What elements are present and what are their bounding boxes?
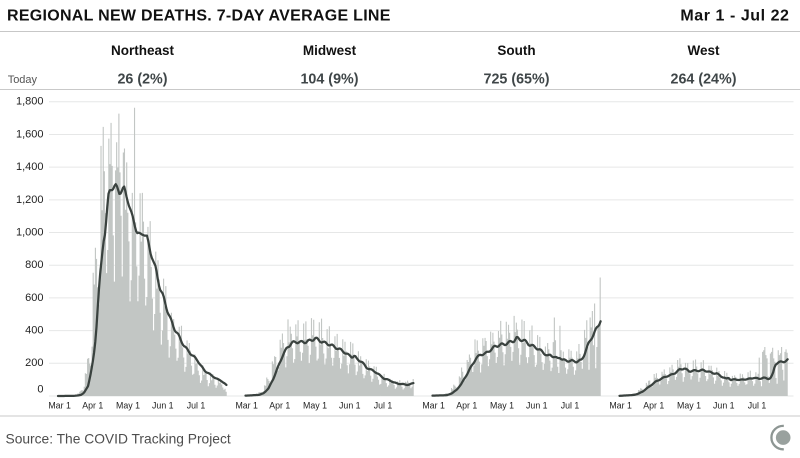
svg-text:Northeast: Northeast xyxy=(111,43,175,58)
svg-text:1,600: 1,600 xyxy=(16,128,44,140)
svg-text:104 (9%): 104 (9%) xyxy=(300,72,358,88)
svg-text:May 1: May 1 xyxy=(490,401,514,411)
svg-text:Apr 1: Apr 1 xyxy=(643,401,664,411)
svg-text:0: 0 xyxy=(37,383,43,395)
svg-text:1,400: 1,400 xyxy=(16,161,44,173)
svg-text:1,800: 1,800 xyxy=(16,96,44,108)
svg-text:Midwest: Midwest xyxy=(303,43,357,58)
svg-text:Today: Today xyxy=(8,74,38,86)
svg-text:Source: The COVID Tracking Pro: Source: The COVID Tracking Project xyxy=(6,431,231,446)
svg-text:Jul 1: Jul 1 xyxy=(187,401,206,411)
svg-text:264 (24%): 264 (24%) xyxy=(671,72,737,88)
svg-text:REGIONAL NEW DEATHS. 7-DAY AVE: REGIONAL NEW DEATHS. 7-DAY AVERAGE LINE xyxy=(7,8,391,25)
svg-text:Mar 1: Mar 1 xyxy=(422,401,445,411)
svg-text:600: 600 xyxy=(25,292,43,304)
svg-text:Apr 1: Apr 1 xyxy=(269,401,290,411)
svg-text:Jun 1: Jun 1 xyxy=(713,401,735,411)
svg-text:Mar 1: Mar 1 xyxy=(48,401,71,411)
svg-text:Jul 1: Jul 1 xyxy=(748,401,767,411)
svg-text:Jun 1: Jun 1 xyxy=(152,401,174,411)
svg-text:West: West xyxy=(687,43,720,58)
svg-text:1,200: 1,200 xyxy=(16,194,44,206)
svg-text:1,000: 1,000 xyxy=(16,227,44,239)
svg-text:Mar 1: Mar 1 xyxy=(609,401,632,411)
svg-text:May 1: May 1 xyxy=(116,401,140,411)
svg-text:Apr 1: Apr 1 xyxy=(456,401,477,411)
svg-text:Jul 1: Jul 1 xyxy=(374,401,393,411)
svg-text:Apr 1: Apr 1 xyxy=(82,401,103,411)
svg-text:May 1: May 1 xyxy=(303,401,327,411)
svg-text:Mar 1 - Jul 22: Mar 1 - Jul 22 xyxy=(680,8,789,25)
svg-text:400: 400 xyxy=(25,325,43,337)
svg-text:South: South xyxy=(497,43,535,58)
svg-text:26 (2%): 26 (2%) xyxy=(117,72,167,88)
svg-text:May 1: May 1 xyxy=(677,401,701,411)
svg-text:Jun 1: Jun 1 xyxy=(339,401,361,411)
svg-text:Jun 1: Jun 1 xyxy=(526,401,548,411)
svg-text:Mar 1: Mar 1 xyxy=(235,401,258,411)
svg-text:200: 200 xyxy=(25,357,43,369)
svg-text:Jul 1: Jul 1 xyxy=(561,401,580,411)
svg-text:725 (65%): 725 (65%) xyxy=(484,72,550,88)
svg-text:800: 800 xyxy=(25,259,43,271)
